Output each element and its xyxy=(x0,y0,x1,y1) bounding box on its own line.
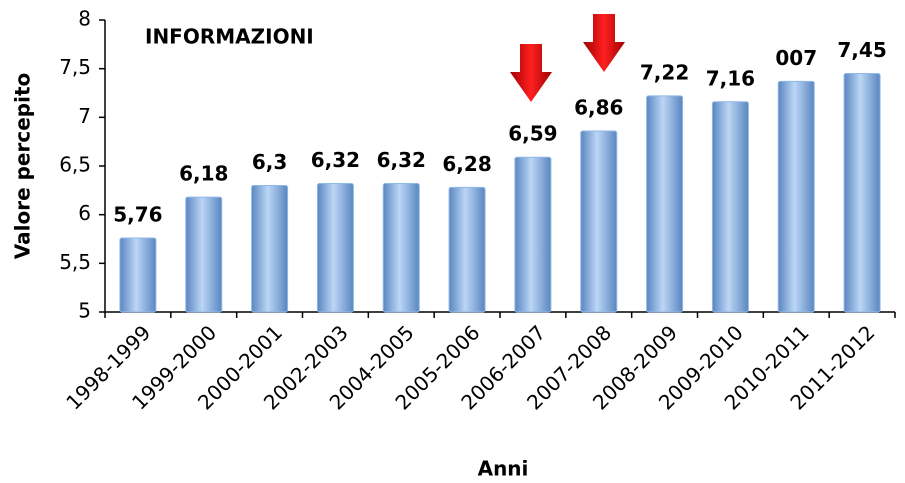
chart-title: INFORMAZIONI xyxy=(145,25,314,49)
value-label: 6,32 xyxy=(311,148,360,172)
value-label: 6,28 xyxy=(442,152,491,176)
bar xyxy=(514,156,552,313)
value-label: 6,86 xyxy=(574,95,623,119)
bar xyxy=(777,80,815,313)
value-label: 6,18 xyxy=(179,162,228,186)
value-label: 7,16 xyxy=(706,66,755,90)
value-label: 7,45 xyxy=(837,38,886,62)
y-tick-label: 5,5 xyxy=(59,250,91,274)
value-label: 5,76 xyxy=(113,203,162,227)
y-tick-label: 6,5 xyxy=(59,153,91,177)
bar xyxy=(448,186,486,313)
value-label: 6,32 xyxy=(377,148,426,172)
bar xyxy=(646,95,684,313)
bar xyxy=(119,237,157,313)
value-label: 7,22 xyxy=(640,60,689,84)
x-axis-label: Anni xyxy=(478,457,529,481)
bar xyxy=(711,101,749,313)
bar xyxy=(382,183,420,313)
value-label: 6,59 xyxy=(508,122,557,146)
y-tick-label: 5 xyxy=(78,299,91,323)
y-tick-label: 7 xyxy=(78,104,91,128)
bar xyxy=(185,196,223,313)
y-axis-label: Valore percepito xyxy=(11,73,35,260)
arrow xyxy=(510,44,552,102)
bar xyxy=(843,73,881,313)
y-tick-label: 7,5 xyxy=(59,55,91,79)
value-label: 6,3 xyxy=(252,150,287,174)
bar xyxy=(316,183,354,313)
y-tick-label: 6 xyxy=(78,201,91,225)
bar xyxy=(580,130,618,313)
value-label: 007 xyxy=(775,46,817,70)
arrow xyxy=(583,14,625,72)
bar xyxy=(251,184,289,313)
y-tick-label: 8 xyxy=(78,7,91,31)
